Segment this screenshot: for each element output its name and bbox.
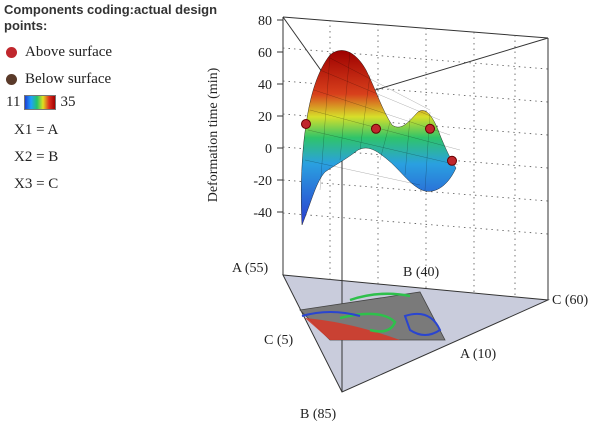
contour-green-line-2 — [339, 312, 397, 333]
vertex-label-c5: C (5) — [264, 333, 294, 348]
surface-mesh — [304, 51, 461, 191]
z-tick-label: -40 — [253, 206, 272, 221]
legend-title: Components coding:actual design points: — [4, 2, 218, 33]
grid-h-m40 — [282, 212, 549, 235]
contour-blue-line-1 — [301, 311, 361, 317]
surface-body — [301, 50, 457, 226]
colorbar-max: 35 — [60, 94, 76, 110]
below-surface-marker-icon — [6, 74, 17, 85]
contour-green-line-1 — [349, 292, 411, 302]
frame-top-back — [282, 16, 549, 39]
frame-top-right — [341, 37, 549, 101]
legend-above-label: Above surface — [25, 44, 113, 60]
vertex-label-c60: C (60) — [552, 293, 589, 308]
z-tick-label: 80 — [258, 14, 272, 29]
mapping-x1: X1 = A — [14, 122, 59, 138]
vertex-label-a10: A (10) — [460, 347, 497, 362]
grid-h-m20 — [282, 179, 549, 202]
design-point-above — [301, 119, 311, 129]
z-tick-label: 20 — [258, 110, 272, 125]
contour-blue-line-2 — [403, 312, 442, 336]
vertex-label-b85: B (85) — [300, 407, 337, 422]
design-point-above — [425, 123, 435, 134]
z-tick-label: 60 — [258, 46, 272, 61]
legend-below: Below surface — [6, 71, 111, 88]
colorbar: 11 35 — [6, 94, 75, 111]
grid-h-60 — [282, 47, 549, 70]
colorbar-gradient — [24, 95, 57, 110]
design-point-above — [447, 155, 457, 166]
z-tick-label: -20 — [253, 174, 272, 189]
mapping-x2: X2 = B — [14, 149, 59, 165]
z-axis-label: Deformation time (min) — [206, 67, 221, 202]
contour-red-band — [305, 318, 400, 340]
vertex-labels: A (55) B (40) C (60) C (5) A (10) B (85) — [232, 261, 589, 422]
colorbar-min: 11 — [6, 94, 21, 110]
z-tick-label: 40 — [258, 78, 272, 93]
vertex-label-a55: A (55) — [232, 261, 269, 276]
above-surface-marker-icon — [6, 47, 17, 58]
legend-above: Above surface — [6, 44, 112, 61]
legend-below-label: Below surface — [25, 71, 112, 87]
response-surface — [301, 50, 461, 226]
mapping-x3: X3 = C — [14, 176, 59, 192]
design-point-above — [371, 123, 381, 134]
floor-contour — [299, 291, 446, 341]
z-tick-label: 0 — [265, 142, 272, 157]
vertex-label-b40: B (40) — [403, 265, 440, 280]
